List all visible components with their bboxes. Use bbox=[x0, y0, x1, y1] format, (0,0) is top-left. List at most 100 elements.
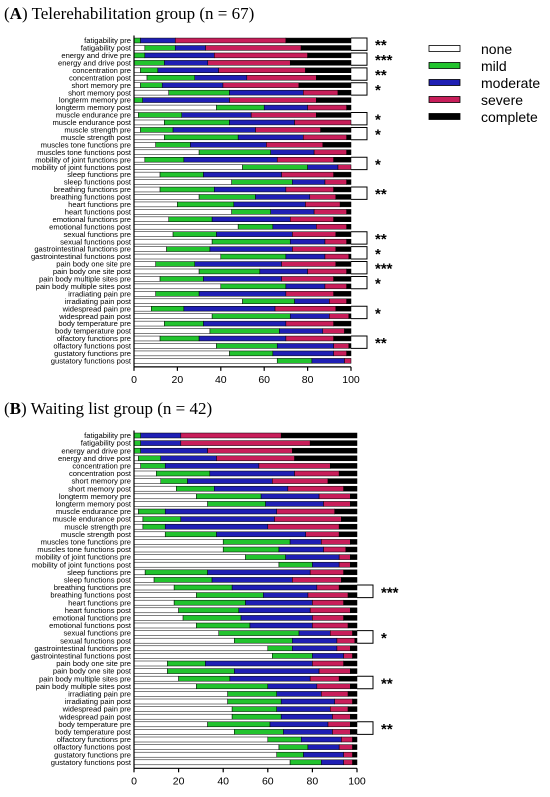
bar-segment-mild bbox=[278, 744, 309, 750]
bar-segment-complete bbox=[350, 729, 358, 735]
bar-segment-moderate bbox=[216, 531, 306, 538]
category-label: muscle strength pre bbox=[64, 126, 131, 135]
bar-segment-severe bbox=[274, 516, 342, 522]
bar-segment-complete bbox=[346, 298, 352, 304]
bar-segment-moderate bbox=[157, 67, 219, 73]
bar-segment-complete bbox=[339, 201, 352, 208]
bar-segment-moderate bbox=[183, 306, 276, 312]
bar-segment-mild bbox=[237, 224, 274, 230]
bar-segment-complete bbox=[285, 37, 352, 44]
significance-bracket bbox=[351, 82, 368, 96]
bar-segment-moderate bbox=[272, 350, 334, 357]
significance-bracket bbox=[357, 630, 374, 644]
bar-segment-severe bbox=[276, 508, 335, 515]
bar-segment-severe bbox=[305, 531, 340, 538]
bar-segment-mild bbox=[182, 615, 242, 621]
bar-segment-mild bbox=[196, 592, 264, 598]
significance-label: * bbox=[381, 630, 387, 647]
bar-segment-mild bbox=[242, 164, 308, 170]
bar-segment-severe bbox=[334, 698, 353, 705]
category-label: olfactory functions post bbox=[53, 342, 132, 351]
bar-segment-complete bbox=[350, 539, 358, 545]
bar-segment-none bbox=[133, 119, 165, 126]
significance-bracket bbox=[351, 261, 368, 275]
bar-segment-complete bbox=[338, 523, 358, 530]
category-label: muscles tone functions pre bbox=[41, 538, 131, 547]
bar-segment-none bbox=[133, 584, 175, 591]
category-label: muscle endurance pre bbox=[56, 111, 131, 120]
bar-segment-moderate bbox=[259, 268, 308, 275]
bar-segment-moderate bbox=[276, 343, 334, 349]
bar-segment-complete bbox=[337, 89, 352, 96]
bar-segment-moderate bbox=[312, 561, 340, 568]
bar-segment-severe bbox=[312, 599, 344, 606]
bar-segment-complete bbox=[343, 599, 358, 606]
significance-label: * bbox=[375, 156, 381, 173]
bar-segment-mild bbox=[276, 358, 313, 364]
bar-segment-severe bbox=[324, 238, 347, 245]
significance-label: ** bbox=[381, 721, 393, 738]
bar-segment-mild bbox=[218, 630, 300, 636]
bar-segment-none bbox=[133, 698, 228, 705]
panel-a-title: (A) Telerehabilitation group (n = 67) bbox=[4, 4, 254, 23]
bar-segment-complete bbox=[316, 97, 352, 103]
bar-segment-none bbox=[133, 455, 139, 462]
significance-bracket bbox=[351, 246, 368, 260]
bar-segment-mild bbox=[133, 60, 165, 66]
bar-segment-complete bbox=[338, 584, 358, 591]
bar-segment-moderate bbox=[203, 320, 287, 327]
bar-segment-severe bbox=[343, 759, 353, 766]
bar-segment-complete bbox=[352, 744, 358, 750]
category-label: muscle endurance pre bbox=[56, 507, 131, 516]
bar-segment-mild bbox=[211, 238, 291, 245]
bar-segment-mild bbox=[133, 97, 143, 103]
bar-segment-complete bbox=[345, 546, 358, 553]
bar-segment-none bbox=[133, 45, 146, 51]
category-label: breathing functions pre bbox=[54, 185, 131, 194]
bar-segment-severe bbox=[285, 186, 334, 193]
bar-segment-complete bbox=[334, 508, 358, 515]
bar-segment-moderate bbox=[140, 37, 176, 44]
category-label: energy and drive pre bbox=[61, 51, 131, 60]
significance-bracket bbox=[351, 156, 368, 171]
bar-segment-none bbox=[133, 186, 161, 193]
category-label: concentration post bbox=[69, 469, 132, 478]
x-tick-label: 80 bbox=[302, 374, 314, 386]
bar-segment-moderate bbox=[292, 637, 338, 644]
bar-segment-mild bbox=[159, 335, 200, 342]
bar-segment-complete bbox=[341, 516, 358, 522]
bar-segment-complete bbox=[352, 736, 358, 743]
bar-segment-complete bbox=[346, 134, 352, 141]
category-label: muscle endurance post bbox=[52, 515, 131, 524]
bar-segment-moderate bbox=[164, 508, 277, 515]
category-label: sexual functions pre bbox=[63, 629, 131, 638]
bar-segment-severe bbox=[309, 607, 351, 614]
bar-segment-severe bbox=[316, 584, 340, 591]
bar-segment-none bbox=[133, 216, 169, 223]
bar-segment-none bbox=[133, 82, 141, 88]
bar-segment-severe bbox=[332, 713, 351, 720]
category-label: body temperature pre bbox=[58, 720, 131, 729]
category-label: irradiating pain post bbox=[65, 297, 132, 306]
category-label: olfactory functions pre bbox=[57, 334, 131, 343]
bar-segment-moderate bbox=[209, 246, 293, 252]
bar-segment-moderate bbox=[172, 127, 256, 133]
bar-segment-complete bbox=[344, 328, 352, 334]
bar-segment-mild bbox=[245, 554, 286, 560]
category-label: fatigability post bbox=[81, 44, 132, 53]
category-label: sexual functions post bbox=[60, 636, 132, 645]
significance-label: *** bbox=[375, 261, 393, 278]
bar-segment-moderate bbox=[237, 134, 304, 141]
bar-segment-moderate bbox=[180, 516, 275, 522]
bar-segment-complete bbox=[346, 209, 352, 215]
bar-segment-severe bbox=[258, 463, 331, 469]
category-label: irradiating pain post bbox=[65, 697, 132, 706]
bar-segment-moderate bbox=[194, 261, 282, 267]
bar-segment-severe bbox=[324, 283, 347, 290]
bar-segment-moderate bbox=[276, 691, 322, 697]
bar-segment-moderate bbox=[289, 238, 326, 245]
bar-segment-complete bbox=[346, 179, 352, 185]
bar-segment-moderate bbox=[234, 668, 320, 674]
bar-segment-none bbox=[133, 691, 228, 697]
category-label: gustatory functions post bbox=[51, 758, 132, 767]
